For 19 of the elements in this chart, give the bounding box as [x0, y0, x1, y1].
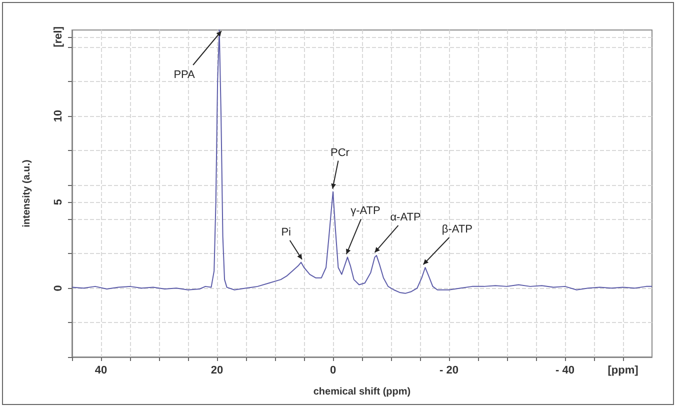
annotation: γ-ATP: [350, 205, 380, 218]
y-tick-label: 0: [52, 285, 64, 292]
annotation: α-ATP: [390, 211, 421, 224]
x-tick-label: - 40: [556, 364, 574, 376]
x-tick-label: 20: [210, 364, 224, 376]
annotation: β-ATP: [442, 224, 473, 236]
x-tick-label: [ppm]: [608, 364, 639, 376]
y-tick-label: [rel]: [52, 26, 64, 48]
x-tick-label: - 20: [440, 364, 458, 376]
annotation: Pi: [281, 226, 291, 238]
line-series: [72, 30, 652, 294]
y-tick-label: 5: [52, 199, 64, 206]
x-axis-title: chemical shift (ppm): [313, 386, 411, 398]
y-axis-title: intensity (a.u.): [22, 160, 32, 228]
x-tick-label: 40: [94, 364, 108, 376]
y-tick-label: 10: [52, 110, 64, 122]
annotation: PPA: [174, 69, 196, 81]
x-tick-label: 0: [330, 364, 336, 376]
annotation: PCr: [330, 146, 350, 159]
